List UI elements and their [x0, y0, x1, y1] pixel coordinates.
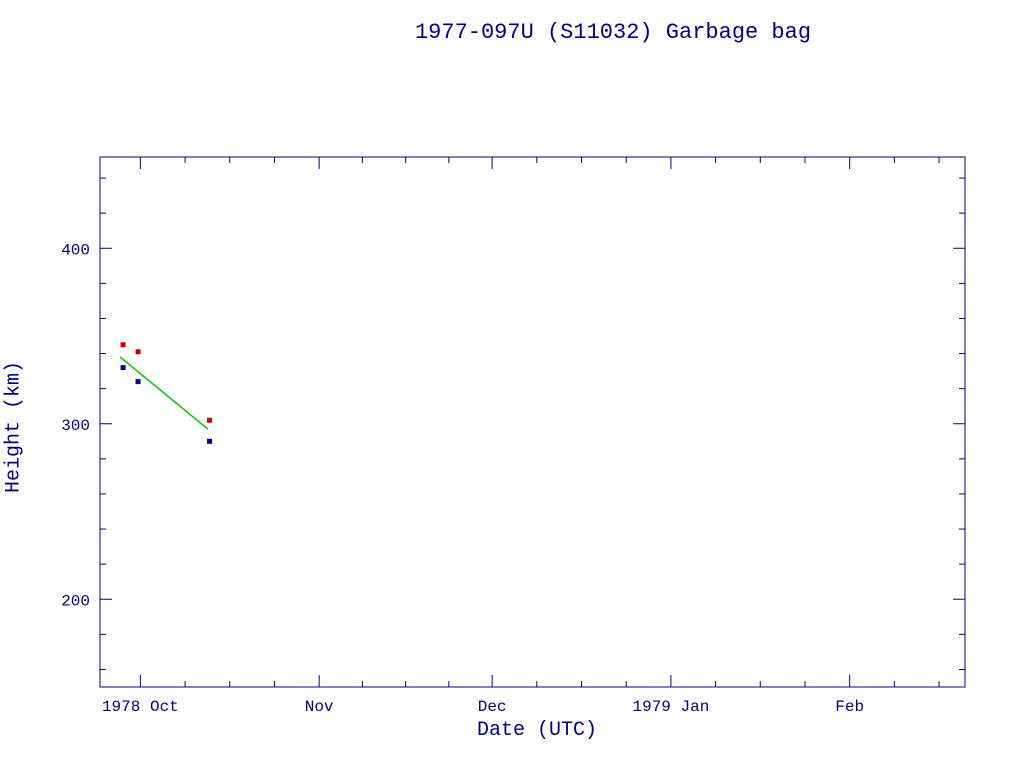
svg-text:Feb: Feb	[835, 698, 864, 716]
data-point-marker	[207, 417, 213, 423]
svg-text:300: 300	[61, 417, 90, 435]
svg-text:200: 200	[61, 592, 90, 610]
tick-labels: 1978 Oct Nov Dec 1979 Jan Feb 200 300 400	[61, 241, 864, 716]
x-axis-label: Date (UTC)	[476, 719, 598, 742]
chart-title: 1977-097U (S11032) Garbage bag	[414, 20, 812, 45]
data-point-marker	[135, 379, 141, 385]
series-upper-red-squares	[120, 342, 213, 423]
svg-text:1979 Jan: 1979 Jan	[632, 698, 709, 716]
data-point-marker	[207, 438, 213, 444]
series-lower-blue-squares	[120, 365, 213, 444]
axis-ticks	[100, 157, 965, 687]
svg-text:Dec: Dec	[478, 698, 507, 716]
data-point-marker	[120, 342, 126, 348]
svg-text:1978 Oct: 1978 Oct	[102, 698, 179, 716]
data-point-marker	[135, 349, 141, 355]
svg-text:Nov: Nov	[305, 698, 334, 716]
svg-text:400: 400	[61, 241, 90, 259]
series-green-trend-line	[119, 356, 209, 430]
data-point-marker	[120, 365, 126, 371]
plot-frame	[99, 156, 966, 688]
